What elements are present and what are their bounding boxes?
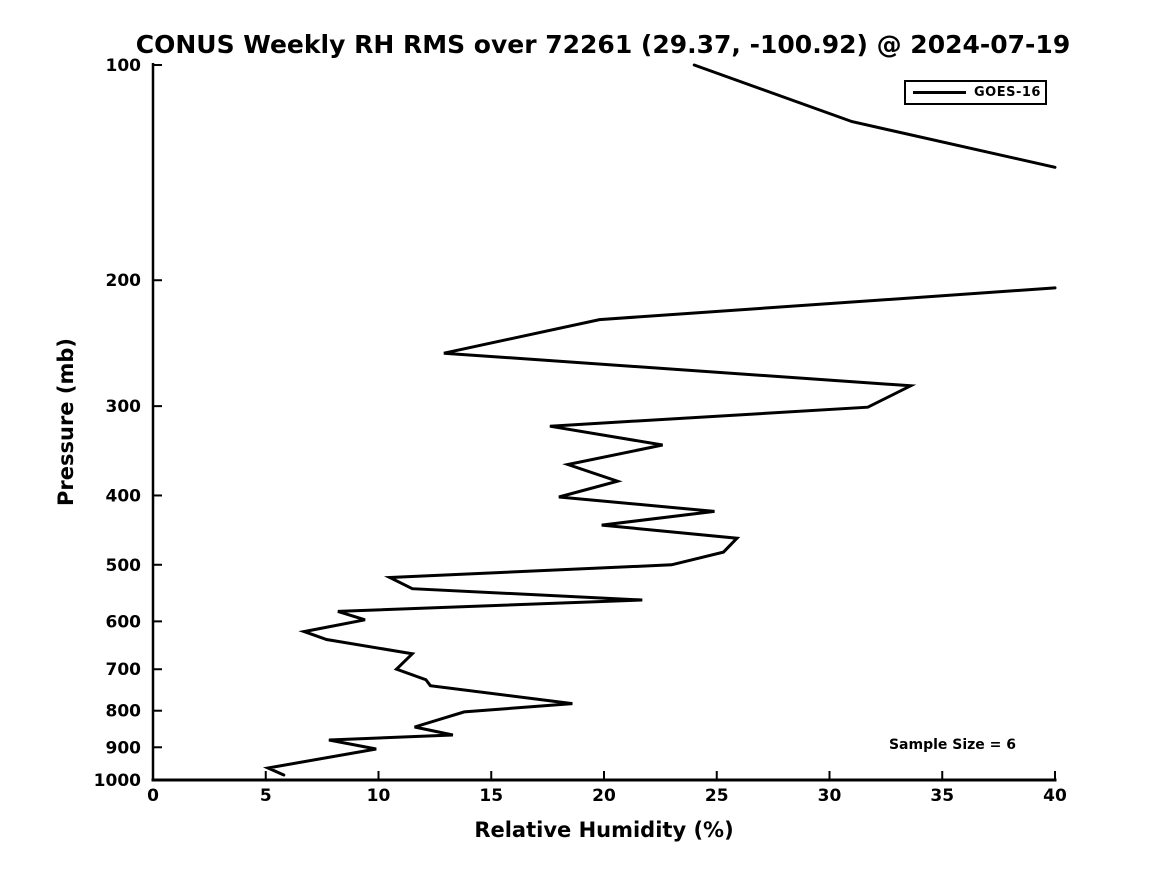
y-tick-label: 300 [106,397,142,417]
y-tick-label: 500 [106,556,142,576]
x-tick-label: 20 [592,786,616,806]
y-tick-label: 800 [106,702,142,722]
x-tick-label: 35 [930,786,954,806]
x-tick-label: 30 [818,786,842,806]
x-tick-label: 15 [479,786,503,806]
y-tick-label: 600 [106,612,142,632]
legend: GOES-16 [904,80,1047,105]
x-tick-label: 0 [147,786,159,806]
sample-size-annotation: Sample Size = 6 [888,737,1017,753]
y-tick-label: 900 [106,738,142,758]
series-line-goes-16 [692,63,1057,169]
x-tick-label: 40 [1043,786,1067,806]
legend-line-sample [913,90,966,95]
x-tick-label: 25 [705,786,729,806]
x-axis-label: Relative Humidity (%) [474,818,734,842]
y-tick-label: 700 [106,660,142,680]
legend-entry-label: GOES-16 [974,85,1041,100]
series-line-goes-16 [262,286,1057,777]
y-tick-label: 1000 [94,771,141,791]
y-tick-label: 400 [106,486,142,506]
x-tick-label: 10 [367,786,391,806]
chart-title: CONUS Weekly RH RMS over 72261 (29.37, -… [135,30,1071,59]
y-tick-label: 100 [106,56,142,76]
x-tick-label: 5 [260,786,272,806]
y-tick-label: 200 [106,271,142,291]
